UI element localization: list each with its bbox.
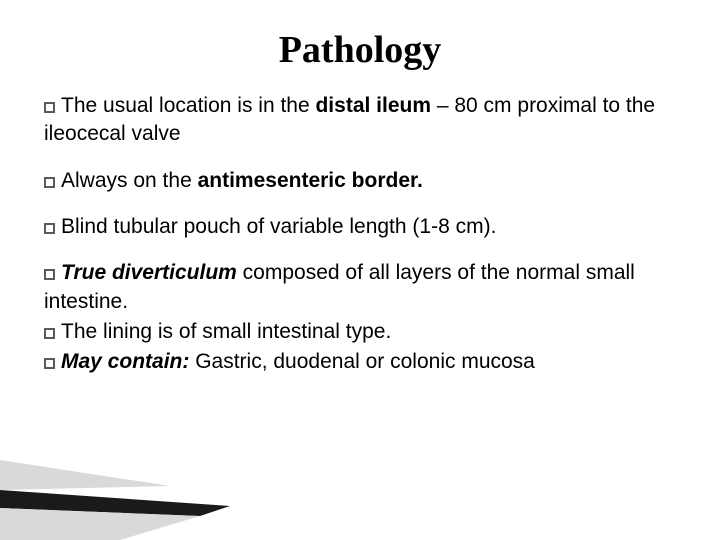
text-run: Blind [61,215,108,238]
corner-decoration-icon [0,450,260,540]
slide: Pathology The usual location is in the d… [0,0,720,540]
text-run: Gastric, duodenal or colonic mucosa [189,350,535,373]
bullet-item: Blind tubular pouch of variable length (… [44,213,676,241]
slide-title: Pathology [44,28,676,72]
square-bullet-icon [44,223,55,234]
deco-light-lower [0,508,200,540]
text-run: The [61,94,97,117]
bullet-text: Always on the antimesenteric border. [61,169,423,192]
bullet-item: May contain: Gastric, duodenal or coloni… [44,348,676,376]
bullet-text: May contain: Gastric, duodenal or coloni… [61,350,535,373]
text-run: usual location is in the [97,94,315,117]
bullet-item: The usual location is in the distal ileu… [44,92,676,149]
square-bullet-icon [44,328,55,339]
bullet-text: The usual location is in the distal ileu… [44,94,655,145]
deco-light-upper [0,460,170,490]
text-run: Always [61,169,128,192]
bullet-item: Always on the antimesenteric border. [44,167,676,195]
square-bullet-icon [44,102,55,113]
text-run-bold: distal ileum [315,94,431,117]
text-run: on the [128,169,198,192]
bullet-text: Blind tubular pouch of variable length (… [61,215,496,238]
text-run: lining is of small intestinal type. [97,320,391,343]
text-run: The [61,320,97,343]
square-bullet-icon [44,358,55,369]
bullet-text: The lining is of small intestinal type. [61,320,391,343]
deco-dark-band [0,490,230,516]
text-run-bolditalic: True diverticulum [61,261,237,284]
square-bullet-icon [44,177,55,188]
text-run: tubular pouch of variable length (1-8 cm… [108,215,497,238]
square-bullet-icon [44,269,55,280]
bullet-list: The usual location is in the distal ileu… [44,92,676,377]
text-run-bold: antimesenteric border. [198,169,423,192]
bullet-item: The lining is of small intestinal type. [44,318,676,346]
bullet-text: True diverticulum composed of all layers… [44,261,635,312]
text-run-bolditalic: May contain: [61,350,189,373]
bullet-item: True diverticulum composed of all layers… [44,259,676,316]
